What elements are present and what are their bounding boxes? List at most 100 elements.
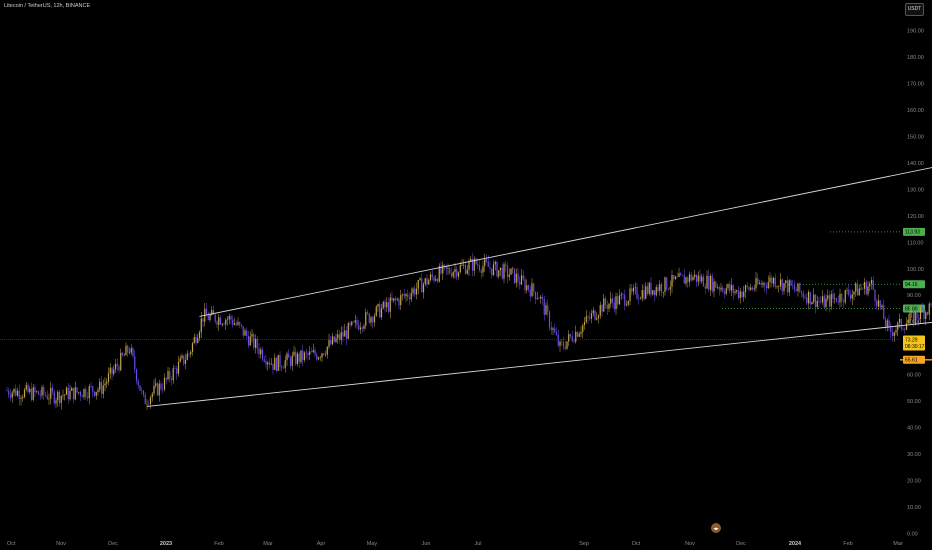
candle-body [405, 294, 407, 297]
candle-body [183, 355, 185, 364]
candle-body [839, 293, 841, 303]
candle-body [282, 368, 285, 369]
chart-symbol-title: Litecoin / TetherUS, 12h, BINANCE [4, 3, 91, 9]
candle-body [401, 294, 404, 295]
candle-body [701, 276, 703, 282]
candle-body [372, 317, 374, 323]
candle-body [842, 301, 845, 303]
candle-body [426, 278, 428, 285]
candle-body [545, 305, 547, 315]
candle-body [870, 280, 873, 284]
candle-body [209, 315, 211, 320]
candle-body [233, 323, 236, 325]
x-tick-label: Feb [843, 541, 852, 547]
candle-body [454, 269, 456, 273]
candle-body [503, 264, 505, 279]
candle-body [925, 312, 927, 320]
candle-body [391, 297, 393, 301]
y-tick-label: 30.00 [907, 452, 921, 458]
candle-body [543, 299, 545, 315]
candle-body [804, 297, 806, 298]
candle-body [18, 390, 20, 400]
candle-body [646, 286, 649, 294]
candle-body [188, 353, 190, 355]
candle-body [249, 336, 251, 346]
candle-body [876, 300, 878, 307]
candle-body [477, 264, 479, 266]
candle-body [645, 286, 647, 299]
candle-body [594, 310, 596, 320]
candle-body [891, 331, 894, 337]
candle-body [344, 330, 346, 337]
candle-body [239, 322, 241, 325]
candle-body [622, 294, 624, 295]
candle-body [750, 287, 752, 290]
candle-body [597, 315, 600, 319]
candle-body [862, 288, 864, 290]
candle-body [827, 295, 829, 299]
candle-body [48, 398, 50, 400]
candle-body [757, 278, 759, 284]
candle-body [463, 264, 465, 266]
candle-body [666, 277, 668, 290]
candle-body [445, 265, 447, 269]
candle-body [499, 267, 502, 271]
price-level-badge [903, 304, 925, 313]
candle-body [485, 259, 488, 262]
currency-selector[interactable]: USDT [905, 3, 924, 16]
candle-body [254, 338, 257, 348]
candle-body [361, 327, 363, 329]
candle-body [230, 316, 232, 320]
candle-body [520, 275, 523, 285]
candle-body [489, 267, 491, 269]
candle-body [711, 275, 713, 292]
candle-body [641, 290, 643, 299]
candle-body [480, 270, 482, 273]
candle-body [118, 366, 120, 371]
y-tick-label: 170.00 [907, 81, 924, 87]
candle-body [533, 283, 535, 292]
candle-body [345, 330, 348, 339]
candle-body [536, 297, 538, 299]
candle-body [100, 381, 103, 394]
y-tick-label: 160.00 [907, 108, 924, 114]
candle-body [281, 366, 283, 369]
candle-body [522, 275, 524, 280]
candle-body [618, 295, 621, 305]
candle-body [436, 279, 439, 282]
candle-body [83, 388, 85, 398]
candle-body [323, 353, 325, 355]
candle-body [688, 274, 691, 282]
candle-body [274, 357, 276, 370]
candle-body [400, 294, 402, 306]
candle-body [694, 274, 696, 277]
y-tick-label: 50.00 [907, 399, 921, 405]
candle-body [869, 283, 871, 287]
candle-body [342, 332, 344, 337]
candle-body [212, 310, 215, 315]
candle-body [888, 320, 890, 327]
candle-body [263, 359, 265, 362]
candle-body [846, 289, 848, 291]
y-tick-label: 180.00 [907, 55, 924, 61]
candle-body [195, 337, 197, 343]
candle-body [592, 310, 594, 314]
candle-body [769, 277, 771, 283]
candle-body [617, 296, 619, 305]
candle-body [358, 324, 360, 330]
candle-body [541, 296, 544, 300]
candle-body [634, 287, 636, 289]
candle-body [46, 395, 48, 400]
candle-body [218, 317, 220, 325]
price-level-label: 65.61 [905, 358, 918, 364]
candle-body [585, 316, 587, 323]
candle-body [629, 288, 631, 302]
candle-body [389, 297, 391, 312]
candle-body [373, 315, 376, 323]
candle-body [844, 290, 846, 303]
candle-body [631, 288, 633, 292]
candle-body [863, 282, 866, 289]
candle-body [904, 329, 906, 330]
candle-body [207, 315, 209, 320]
